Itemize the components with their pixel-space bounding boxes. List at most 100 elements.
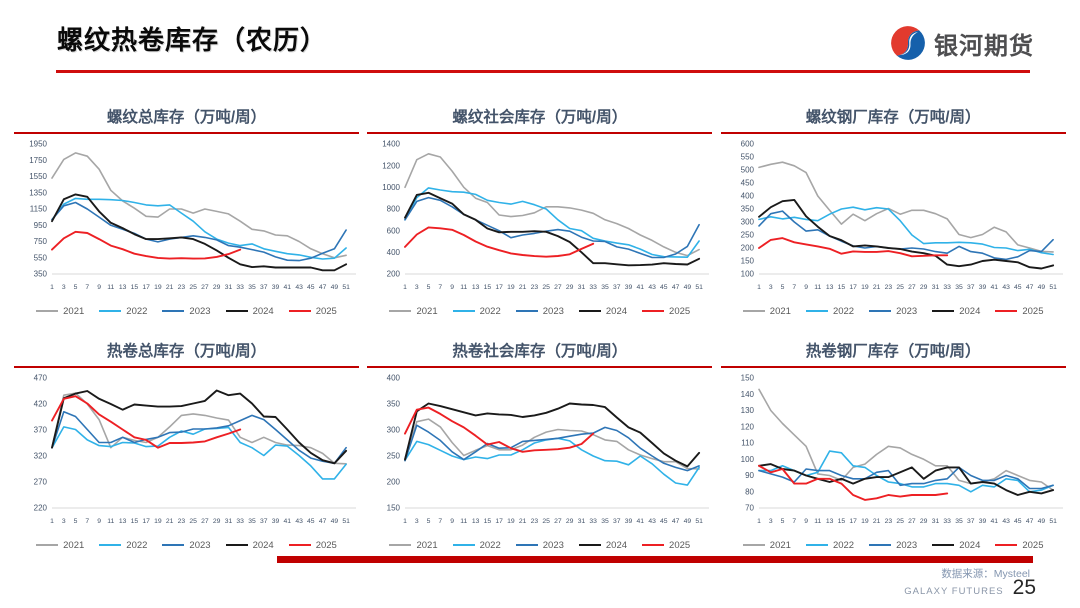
svg-text:35: 35 — [955, 518, 963, 525]
legend-item-2021: 2021 — [36, 540, 84, 551]
chart-rebar-mill-inventory: 螺纹钢厂库存（万吨/周） 100 150 200 250 300 350 400 450 500… — [720, 100, 1066, 320]
legend-item-2025: 2025 — [288, 306, 337, 317]
chart-rebar-social-inventory: 螺纹社会库存（万吨/周） 200 400 600 800 1000 1200 1400 1 3 5… — [367, 100, 713, 320]
chart-legend: 2021 2022 2023 2024 2025 — [367, 536, 712, 554]
svg-text:33: 33 — [943, 284, 951, 291]
svg-text:23: 23 — [178, 284, 186, 291]
legend-year-label: 2025 — [1022, 305, 1044, 317]
svg-text:51: 51 — [1049, 284, 1057, 291]
svg-text:130: 130 — [740, 406, 754, 415]
legend-item-2023: 2023 — [162, 540, 211, 551]
svg-text:13: 13 — [825, 284, 833, 291]
svg-text:9: 9 — [804, 518, 808, 525]
svg-text:51: 51 — [342, 518, 350, 525]
svg-text:200: 200 — [387, 478, 401, 487]
svg-text:27: 27 — [554, 284, 562, 291]
svg-text:1: 1 — [50, 518, 54, 525]
svg-text:25: 25 — [189, 284, 197, 291]
legend-year-label: 2025 — [669, 539, 691, 551]
brand-name: 银河期货 — [934, 32, 1034, 60]
legend-line-swatch — [99, 309, 122, 313]
svg-text:17: 17 — [849, 284, 857, 291]
svg-text:33: 33 — [590, 518, 598, 525]
svg-text:37: 37 — [260, 284, 268, 291]
chart-legend: 2021 2022 2023 2024 2025 — [14, 302, 359, 320]
legend-line-swatch — [932, 309, 955, 313]
svg-text:21: 21 — [519, 518, 527, 525]
legend-line-swatch — [225, 543, 248, 547]
page-number: 25 — [1012, 576, 1036, 599]
svg-text:19: 19 — [507, 284, 515, 291]
svg-text:3: 3 — [769, 284, 773, 291]
chart-legend: 2021 2022 2023 2024 2025 — [721, 302, 1066, 320]
svg-text:37: 37 — [613, 518, 621, 525]
svg-text:110: 110 — [741, 439, 754, 448]
svg-text:35: 35 — [602, 518, 610, 525]
svg-text:400: 400 — [740, 192, 754, 201]
svg-text:21: 21 — [519, 284, 527, 291]
svg-text:37: 37 — [613, 284, 621, 291]
legend-item-2022: 2022 — [99, 540, 147, 551]
svg-text:41: 41 — [990, 518, 998, 525]
svg-text:17: 17 — [142, 284, 150, 291]
legend-item-2025: 2025 — [288, 539, 337, 551]
svg-text:29: 29 — [566, 284, 574, 291]
legend-item-2024: 2024 — [578, 306, 627, 317]
svg-text:41: 41 — [637, 518, 645, 525]
legend-item-2022: 2022 — [805, 540, 854, 551]
svg-text:49: 49 — [1037, 518, 1045, 525]
legend-year-label: 2023 — [896, 305, 918, 317]
svg-text:11: 11 — [461, 518, 468, 525]
legend-line-swatch — [515, 543, 538, 547]
svg-text:49: 49 — [331, 518, 339, 525]
legend-line-swatch — [995, 309, 1018, 313]
legend-item-2021: 2021 — [389, 306, 438, 317]
legend-year-label: 2025 — [315, 539, 337, 551]
chart-title: 热卷总库存（万吨/周） — [106, 343, 267, 360]
svg-text:35: 35 — [248, 518, 256, 525]
svg-text:220: 220 — [34, 504, 48, 513]
legend-year-label: 2022 — [832, 305, 855, 317]
svg-text:31: 31 — [931, 284, 939, 291]
legend-year-label: 2022 — [479, 539, 501, 551]
svg-text:41: 41 — [284, 284, 292, 291]
svg-text:45: 45 — [660, 518, 668, 525]
legend-year-label: 2023 — [189, 305, 211, 317]
legend-item-2024: 2024 — [578, 540, 627, 551]
svg-text:47: 47 — [319, 518, 327, 525]
legend-item-2024: 2024 — [932, 540, 980, 551]
svg-text:23: 23 — [531, 518, 539, 525]
svg-text:49: 49 — [684, 518, 692, 525]
legend-year-label: 2023 — [542, 539, 564, 551]
svg-text:9: 9 — [97, 518, 101, 525]
legend-line-swatch — [805, 543, 828, 547]
chart-hrc-social-inventory: 热卷社会库存（万吨/周） 150 200 250 300 350 400 1 3 5 7 9 11 13… — [367, 334, 713, 554]
legend-line-swatch — [288, 543, 311, 547]
svg-text:33: 33 — [236, 284, 244, 291]
svg-text:31: 31 — [931, 518, 939, 525]
svg-text:7: 7 — [85, 284, 89, 291]
svg-text:150: 150 — [387, 504, 401, 513]
svg-text:500: 500 — [740, 166, 754, 175]
svg-text:25: 25 — [896, 284, 904, 291]
legend-item-2025: 2025 — [995, 540, 1044, 551]
svg-text:33: 33 — [943, 518, 951, 525]
svg-text:800: 800 — [387, 205, 401, 214]
svg-text:25: 25 — [543, 518, 551, 525]
svg-text:43: 43 — [1002, 518, 1010, 525]
legend-line-swatch — [578, 309, 601, 313]
svg-text:43: 43 — [649, 284, 657, 291]
svg-text:45: 45 — [1014, 518, 1022, 525]
svg-text:37: 37 — [260, 518, 268, 525]
svg-text:200: 200 — [740, 244, 754, 253]
svg-text:25: 25 — [189, 518, 197, 525]
svg-text:420: 420 — [34, 400, 48, 409]
brand-logo: 银河期货 — [889, 24, 1034, 62]
svg-text:370: 370 — [34, 426, 48, 435]
svg-text:550: 550 — [34, 253, 48, 262]
svg-text:41: 41 — [637, 284, 645, 291]
header-rule — [56, 70, 1030, 73]
svg-text:45: 45 — [307, 284, 315, 291]
svg-text:21: 21 — [872, 518, 880, 525]
legend-line-swatch — [869, 543, 892, 547]
